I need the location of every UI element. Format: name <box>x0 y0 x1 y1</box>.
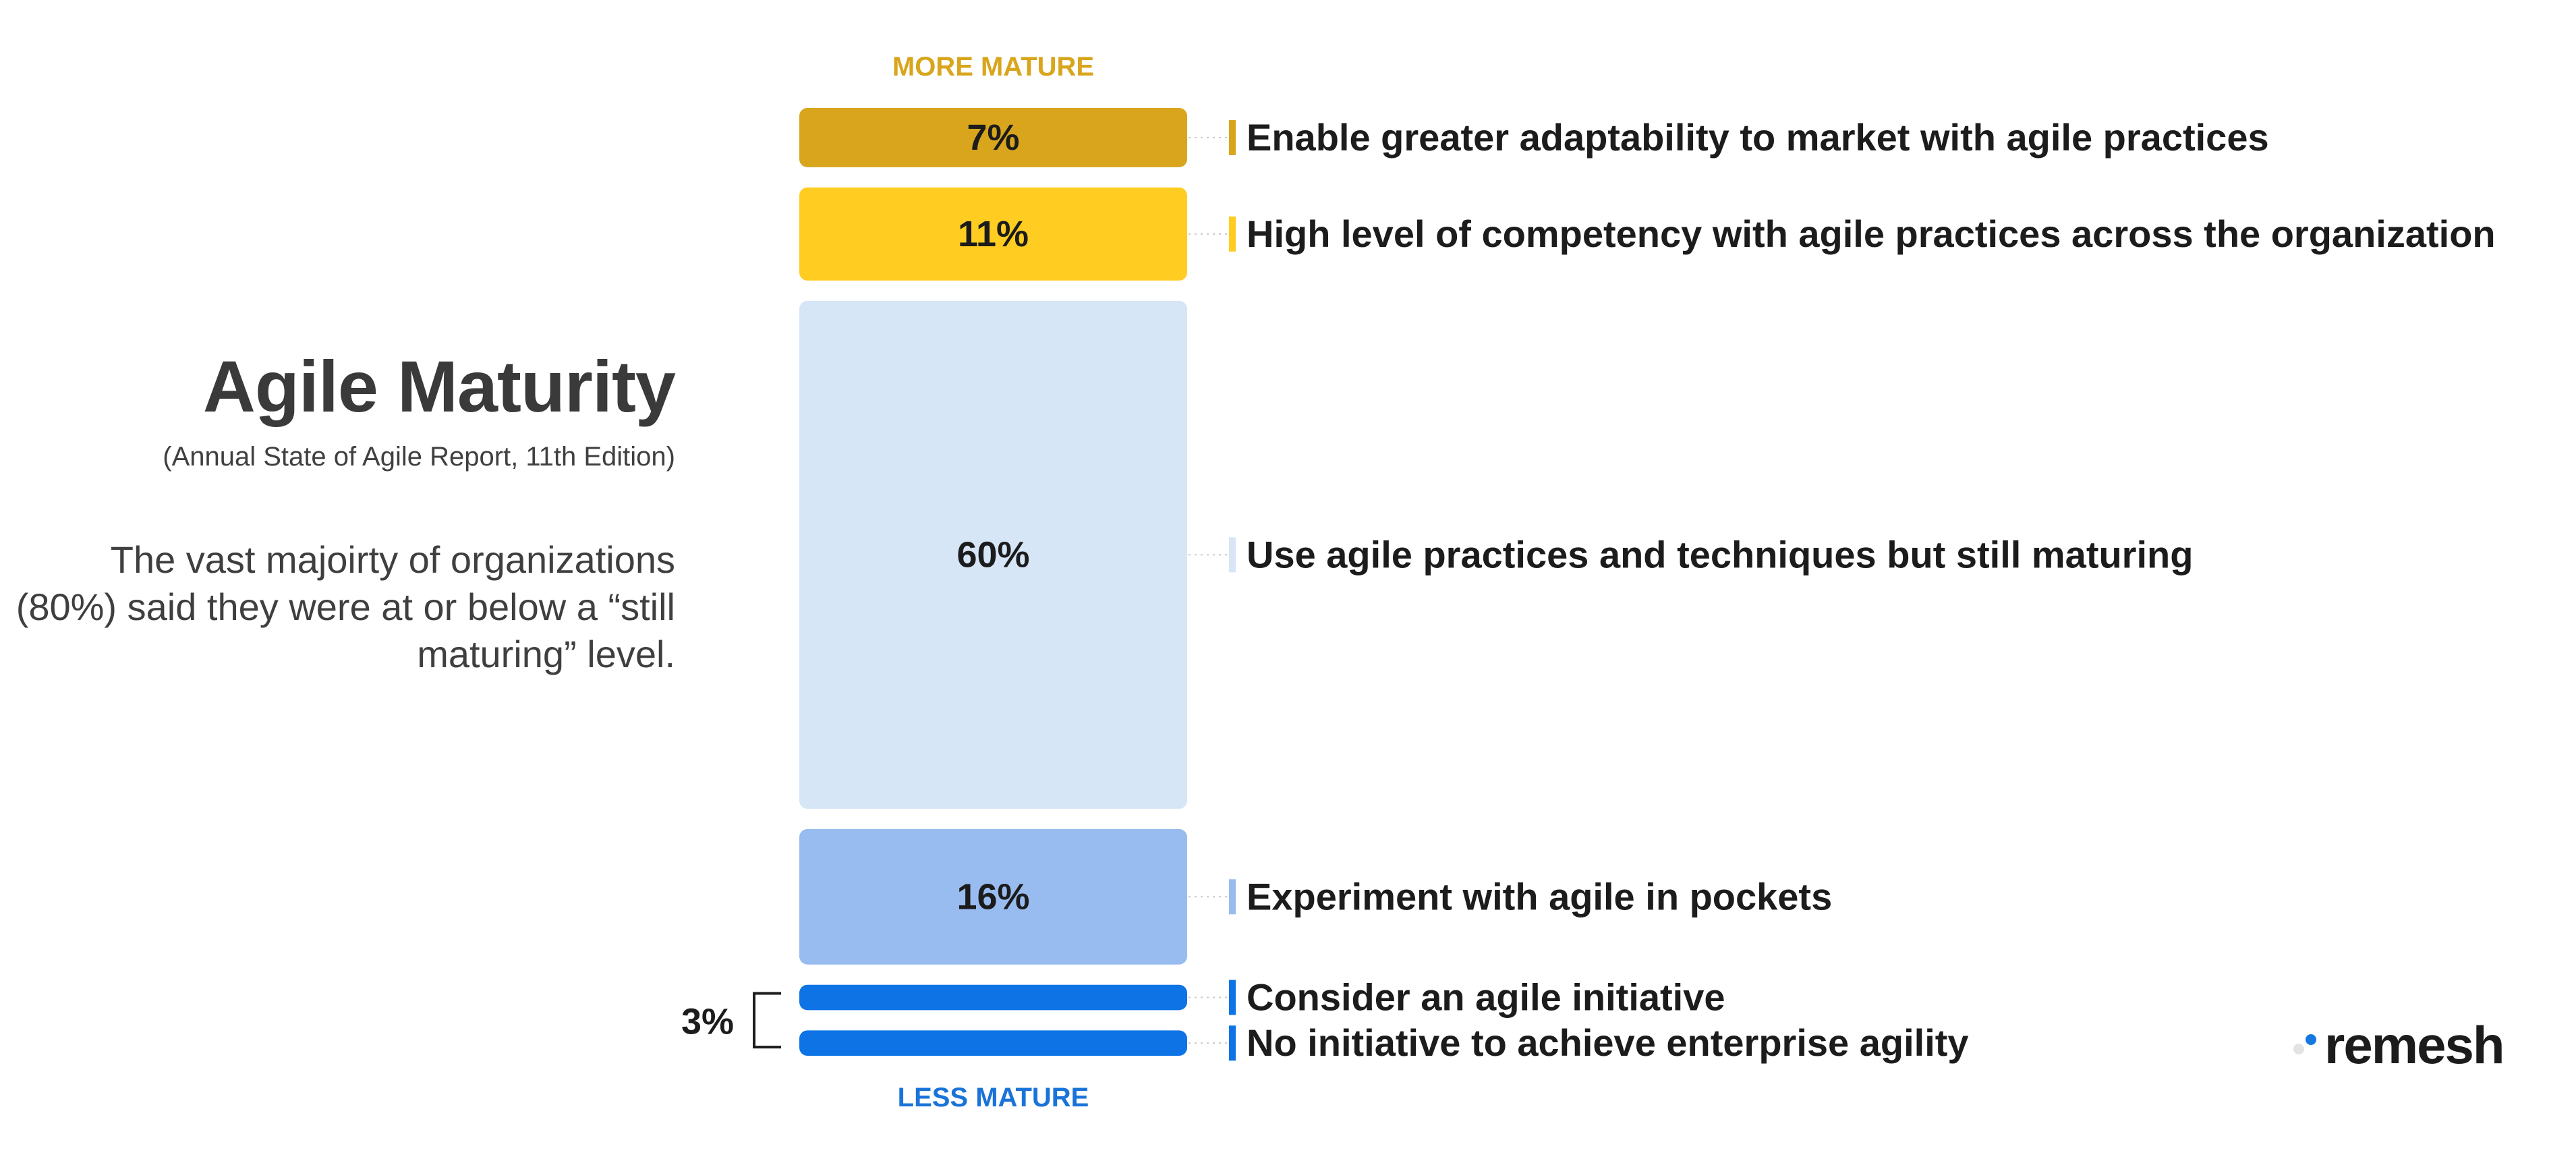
segment-description: Use agile practices and techniques but s… <box>1247 533 2193 575</box>
legend-swatch <box>1229 216 1236 252</box>
report-source: (Annual State of Agile Report, 11th Edit… <box>163 442 675 472</box>
bar-value-label: 7% <box>967 117 1019 158</box>
group-bracket <box>753 992 781 1049</box>
legend-swatch <box>1229 119 1236 155</box>
legend-swatch <box>1229 1025 1236 1061</box>
legend-swatch <box>1229 537 1236 573</box>
segment-description: Consider an agile initiative <box>1247 976 1725 1019</box>
brand-wordmark: remesh <box>2324 1015 2505 1075</box>
bar-value-label: 60% <box>956 534 1029 575</box>
page-title: Agile Maturity <box>202 345 676 427</box>
group-value-label: 3% <box>681 1001 734 1042</box>
maturity-bar <box>799 984 1187 1011</box>
summary-text: The vast majoirty of organizations (80%)… <box>16 538 675 675</box>
less-mature-label: LESS MATURE <box>898 1083 1089 1112</box>
maturity-bar <box>799 187 1187 281</box>
maturity-bar <box>799 300 1187 809</box>
remesh-dots-icon <box>2293 1031 2324 1058</box>
legend-swatch <box>1229 980 1236 1015</box>
segment-description: Experiment with agile in pockets <box>1247 875 1832 917</box>
maturity-bar <box>799 828 1187 965</box>
maturity-bar <box>799 1030 1187 1056</box>
segment-description: High level of competency with agile prac… <box>1247 213 2496 255</box>
bar-value-label: 11% <box>958 214 1029 254</box>
maturity-bar <box>799 108 1187 167</box>
segment-description: Enable greater adaptability to market wi… <box>1247 116 2269 159</box>
bar-value-label: 16% <box>956 876 1029 917</box>
segment-description: No initiative to achieve enterprise agil… <box>1247 1021 1969 1064</box>
more-mature-label: MORE MATURE <box>892 52 1094 82</box>
legend-swatch <box>1229 879 1236 915</box>
remesh-logo: remesh <box>2293 1015 2505 1075</box>
